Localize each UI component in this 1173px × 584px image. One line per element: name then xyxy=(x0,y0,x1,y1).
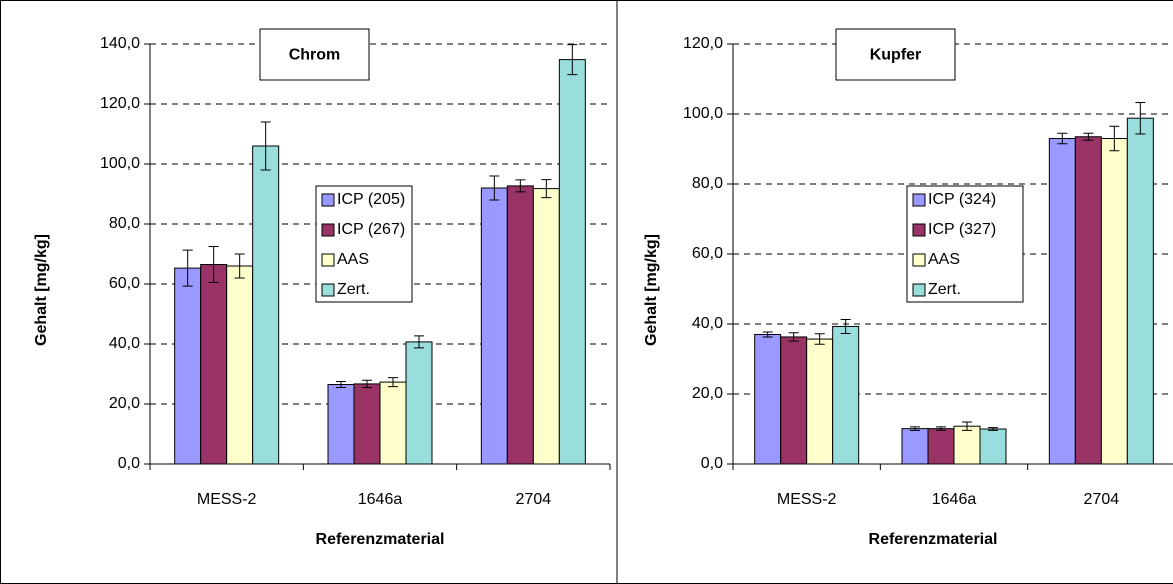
x-tick-label: 2704 xyxy=(516,491,552,508)
y-tick-label: 80,0 xyxy=(109,215,140,232)
y-tick-label: 40,0 xyxy=(109,335,140,352)
error-bar xyxy=(762,331,773,338)
error-bar xyxy=(489,175,500,201)
chart-title: Kupfer xyxy=(870,47,922,64)
y-tick-label: 40,0 xyxy=(692,315,723,332)
bar xyxy=(754,334,782,465)
y-tick-label: 100,0 xyxy=(683,105,723,122)
legend-swatch xyxy=(321,193,335,207)
error-bar xyxy=(260,121,271,171)
error-bar xyxy=(962,421,972,431)
error-bar xyxy=(1109,125,1120,152)
error-bar xyxy=(182,249,193,287)
bar xyxy=(480,187,508,465)
title-box xyxy=(835,28,956,81)
bar xyxy=(1048,138,1076,465)
error-bar xyxy=(1057,132,1068,145)
bar xyxy=(1126,117,1154,465)
error-bar xyxy=(388,377,398,388)
error-bar xyxy=(936,426,946,431)
bar xyxy=(379,381,407,465)
error-bar xyxy=(336,381,346,388)
error-bar xyxy=(541,179,552,199)
x-tick-label: 1646a xyxy=(358,491,403,508)
error-bar xyxy=(788,332,799,342)
bar xyxy=(1074,136,1102,465)
error-bar xyxy=(414,335,424,349)
legend-label: AAS xyxy=(928,251,960,268)
legend-swatch xyxy=(912,253,926,267)
x-axis-title: Referenzmaterial xyxy=(316,531,445,548)
bar xyxy=(558,59,586,465)
x-tick-label: 1646a xyxy=(932,491,977,508)
legend-label: ICP (327) xyxy=(928,221,996,238)
x-tick-label: MESS-2 xyxy=(197,491,257,508)
bar xyxy=(506,185,534,465)
bar xyxy=(901,428,929,465)
x-axis-title: Referenzmaterial xyxy=(869,531,998,548)
error-bar xyxy=(814,333,825,345)
bar xyxy=(200,264,228,465)
y-tick-label: 100,0 xyxy=(100,155,140,172)
legend-box xyxy=(906,185,1024,303)
x-tick-label: 2704 xyxy=(1084,491,1120,508)
error-bar xyxy=(567,44,578,76)
y-tick-label: 60,0 xyxy=(692,245,723,262)
legend-swatch xyxy=(912,223,926,237)
y-tick-label: 120,0 xyxy=(100,95,140,112)
error-bar xyxy=(515,179,526,193)
error-bar xyxy=(208,246,219,283)
error-bar xyxy=(362,379,372,388)
error-bar xyxy=(840,318,851,334)
bar xyxy=(532,188,560,465)
error-bar xyxy=(988,427,998,431)
error-bar xyxy=(234,253,245,279)
bar xyxy=(327,384,355,465)
bar xyxy=(1100,138,1128,465)
y-axis-title: Gehalt [mg/kg] xyxy=(643,234,660,346)
legend-label: ICP (324) xyxy=(928,191,996,208)
bar xyxy=(353,383,381,465)
x-tick-label: MESS-2 xyxy=(777,491,837,508)
error-bar xyxy=(910,426,920,431)
bar xyxy=(927,428,955,465)
legend-label: Zert. xyxy=(337,281,370,298)
y-tick-label: 0,0 xyxy=(118,455,140,472)
error-bar xyxy=(1135,101,1146,135)
legend-label: Zert. xyxy=(928,281,961,298)
legend-label: AAS xyxy=(337,251,369,268)
bar xyxy=(252,145,280,465)
legend-label: ICP (205) xyxy=(337,191,405,208)
legend-label: ICP (267) xyxy=(337,221,405,238)
y-tick-label: 60,0 xyxy=(109,275,140,292)
y-tick-label: 20,0 xyxy=(109,395,140,412)
y-tick-label: 120,0 xyxy=(683,35,723,52)
chart-title: Chrom xyxy=(289,47,341,64)
legend-swatch xyxy=(912,283,926,297)
bar xyxy=(226,265,254,465)
bar xyxy=(832,325,860,465)
y-axis-title: Gehalt [mg/kg] xyxy=(33,234,50,346)
y-tick-label: 0,0 xyxy=(701,455,723,472)
bar xyxy=(174,267,202,465)
bar xyxy=(405,341,433,465)
legend-swatch xyxy=(321,223,335,237)
bar xyxy=(953,425,981,465)
error-bar xyxy=(1083,132,1094,141)
y-tick-label: 80,0 xyxy=(692,175,723,192)
title-box xyxy=(259,28,370,81)
legend-swatch xyxy=(321,253,335,267)
bar xyxy=(780,336,808,465)
legend-swatch xyxy=(321,283,335,297)
bar xyxy=(979,428,1007,465)
y-tick-label: 20,0 xyxy=(692,385,723,402)
legend-swatch xyxy=(912,193,926,207)
bar xyxy=(806,338,834,465)
y-tick-label: 140,0 xyxy=(100,35,140,52)
